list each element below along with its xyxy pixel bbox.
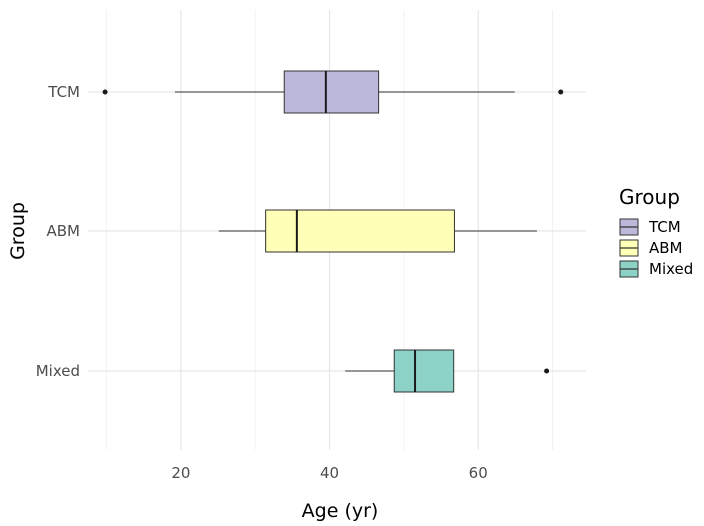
y-tick-label: ABM (47, 222, 81, 240)
y-axis-title: Group (7, 202, 29, 260)
legend-label: ABM (649, 239, 683, 257)
box-abm (218, 209, 537, 253)
iqr-box (393, 349, 455, 393)
y-tick-label: Mixed (36, 362, 80, 380)
legend-key-mixed: Mixed (619, 260, 693, 278)
x-tick-label: 40 (320, 464, 339, 482)
x-tick-label: 60 (469, 464, 488, 482)
iqr-box (283, 70, 380, 114)
plot-area (102, 70, 564, 393)
legend-label: Mixed (649, 260, 693, 278)
outlier-point (558, 89, 564, 95)
legend-key-abm: ABM (619, 239, 683, 257)
legend-key-tcm: TCM (619, 218, 681, 236)
x-tick-label: 20 (171, 464, 190, 482)
legend-label: TCM (648, 218, 681, 236)
y-tick-label: TCM (47, 83, 80, 101)
x-axis-ticks: 20 40 60 (171, 464, 487, 482)
box-mixed (345, 349, 550, 393)
y-axis-ticks: TCM ABM Mixed (36, 83, 80, 380)
outlier-point (102, 89, 108, 95)
box-tcm (102, 70, 564, 114)
x-axis-title: Age (yr) (302, 500, 379, 522)
legend: Group TCM ABM Mixed (619, 185, 693, 278)
outlier-point (544, 368, 550, 374)
iqr-box (265, 209, 455, 253)
legend-title: Group (619, 185, 680, 209)
